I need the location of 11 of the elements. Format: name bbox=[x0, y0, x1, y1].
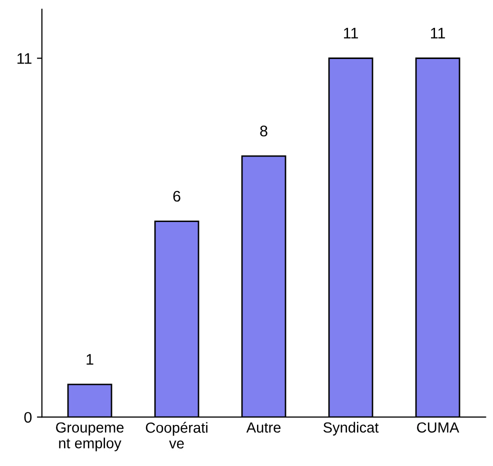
data-label: 1 bbox=[86, 354, 94, 365]
x-tick-label: Syndicat bbox=[323, 422, 379, 436]
x-tick-label: Coopérati ve bbox=[146, 422, 208, 449]
data-label: 6 bbox=[173, 190, 180, 202]
data-label: 11 bbox=[344, 28, 358, 38]
x-tick-label: Groupeme nt employ bbox=[56, 422, 124, 452]
data-label: 11 bbox=[430, 28, 445, 38]
y-tick-label: 0 bbox=[24, 412, 32, 423]
data-label: 8 bbox=[260, 126, 268, 136]
x-tick-label: Autre bbox=[246, 422, 281, 433]
x-tick-label: CUMA bbox=[417, 422, 460, 433]
